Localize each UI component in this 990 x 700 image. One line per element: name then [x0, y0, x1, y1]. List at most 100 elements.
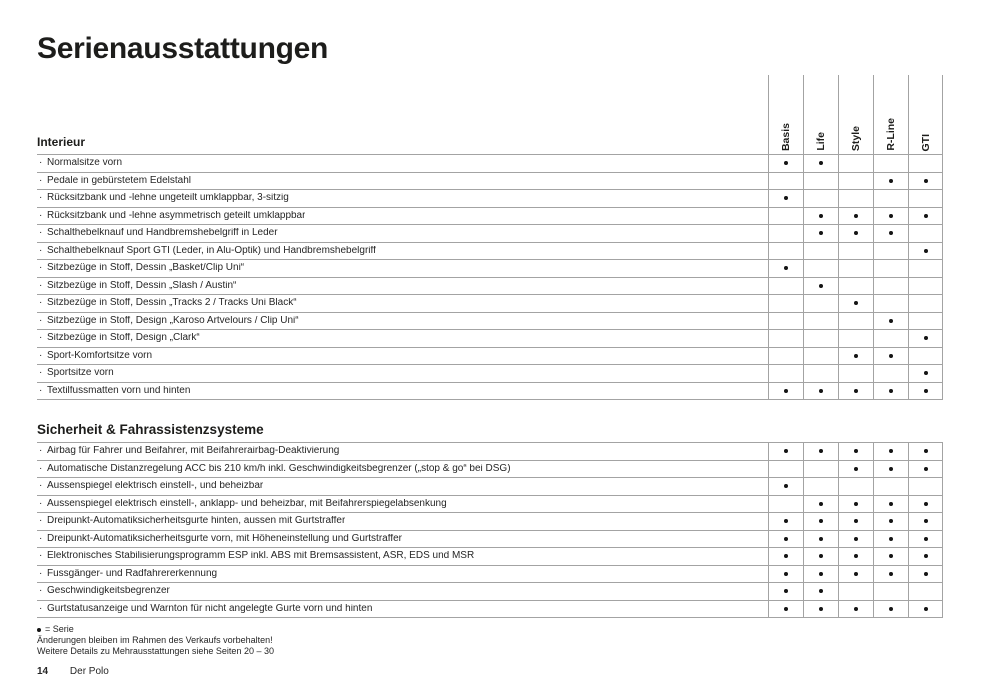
table-row: · Geschwindigkeitsbegrenzer	[37, 582, 943, 600]
section-heading: Interieur	[37, 135, 86, 149]
trim-cells	[768, 347, 943, 364]
trim-cells	[768, 277, 943, 294]
trim-cell-gti	[908, 548, 943, 565]
serie-dot-icon	[854, 536, 858, 541]
trim-cell-r-line	[873, 190, 908, 207]
trim-cells	[768, 495, 943, 512]
serie-dot-icon	[923, 178, 928, 183]
trim-cell-style	[838, 277, 873, 294]
serie-dot-icon	[819, 388, 823, 393]
trim-cell-gti	[908, 382, 943, 399]
trim-cell-style	[838, 190, 873, 207]
trim-cell-life	[803, 190, 838, 207]
trim-cell-gti	[908, 478, 943, 495]
trim-cell-gti	[908, 295, 943, 312]
section-heading: Sicherheit & Fahrassistenzsysteme	[37, 422, 264, 437]
trim-cell-gti	[908, 330, 943, 347]
trim-cell-style	[838, 443, 873, 460]
bullet-icon: ·	[39, 262, 43, 274]
serie-dot-icon	[854, 466, 858, 471]
feature-label: Dreipunkt-Automatiksicherheitsgurte hint…	[47, 516, 346, 527]
trim-cell-life	[803, 242, 838, 259]
feature-label: Gurtstatusanzeige und Warnton für nicht …	[47, 603, 373, 614]
trim-cells	[768, 155, 943, 172]
trim-cell-basis	[768, 583, 803, 600]
feature-labelwrap: · Sitzbezüge in Stoff, Dessin „Basket/Cli…	[37, 260, 768, 277]
trim-cell-r-line	[873, 207, 908, 224]
table-row: · Sportsitze vorn	[37, 364, 943, 382]
bullet-icon: ·	[39, 192, 43, 204]
trim-cell-life	[803, 295, 838, 312]
serie-dot-icon	[37, 627, 41, 632]
trim-cell-style	[838, 600, 873, 617]
serie-dot-icon	[784, 449, 788, 454]
trim-cell-r-line	[873, 443, 908, 460]
serie-dot-icon	[819, 606, 823, 611]
feature-label: Schalthebelknauf und Handbremshebelgriff…	[47, 228, 278, 239]
trim-cell-basis	[768, 260, 803, 277]
feature-labelwrap: · Fussgänger- und Radfahrererkennung	[37, 566, 768, 583]
trim-cell-basis	[768, 295, 803, 312]
legend: = Serie	[37, 624, 274, 635]
feature-label: Aussenspiegel elektrisch einstell-, ankl…	[47, 498, 447, 509]
trim-cell-r-line	[873, 347, 908, 364]
trim-cell-basis	[768, 548, 803, 565]
serie-dot-icon	[923, 466, 928, 471]
serie-dot-icon	[819, 449, 823, 454]
table-row: · Dreipunkt-Automatiksicherheitsgurte hin…	[37, 512, 943, 530]
trim-cell-life	[803, 277, 838, 294]
trim-header-cell-gti: GTI	[908, 75, 943, 155]
trim-cell-r-line	[873, 242, 908, 259]
feature-labelwrap: · Sitzbezüge in Stoff, Dessin „Slash / Au…	[37, 278, 768, 295]
feature-label: Dreipunkt-Automatiksicherheitsgurte vorn…	[47, 533, 402, 544]
trim-cells	[768, 382, 943, 399]
trim-cell-gti	[908, 190, 943, 207]
trim-cell-gti	[908, 347, 943, 364]
table-row: · Sitzbezüge in Stoff, Dessin „Slash / Au…	[37, 276, 943, 295]
trim-cell-style	[838, 460, 873, 477]
feature-labelwrap: · Dreipunkt-Automatiksicherheitsgurte hin…	[37, 513, 768, 530]
feature-labelwrap: · Rücksitzbank und -lehne asymmetrisch ge…	[37, 208, 768, 225]
feature-label: Sitzbezüge in Stoff, Dessin „Basket/Clip…	[47, 263, 245, 274]
feature-labelwrap: · Rücksitzbank und -lehne ungeteilt umkla…	[37, 190, 768, 207]
trim-cell-life	[803, 330, 838, 347]
feature-label: Airbag für Fahrer und Beifahrer, mit Bei…	[47, 446, 340, 457]
serie-dot-icon	[889, 449, 893, 454]
trim-cell-gti	[908, 495, 943, 512]
trim-cell-style	[838, 155, 873, 172]
trim-cell-life	[803, 548, 838, 565]
serie-dot-icon	[854, 213, 858, 218]
trim-cell-basis	[768, 478, 803, 495]
trim-cell-style	[838, 583, 873, 600]
bullet-icon: ·	[39, 602, 43, 614]
trim-cell-style	[838, 513, 873, 530]
trim-cell-style	[838, 565, 873, 582]
feature-labelwrap: · Pedale in gebürstetem Edelstahl	[37, 173, 768, 190]
section-sicherheit: Sicherheit & Fahrassistenzsysteme · Airba…	[37, 422, 943, 618]
feature-labelwrap: · Gurtstatusanzeige und Warnton für nicht…	[37, 601, 768, 618]
trim-cell-style	[838, 495, 873, 512]
bullet-icon: ·	[39, 314, 43, 326]
table-row: · Schalthebelknauf Sport GTI (Leder, in A…	[37, 241, 943, 260]
trim-cells	[768, 312, 943, 329]
feature-labelwrap: · Schalthebelknauf Sport GTI (Leder, in A…	[37, 243, 768, 260]
serie-dot-icon	[889, 571, 893, 576]
trim-cell-basis	[768, 242, 803, 259]
table-row: · Aussenspiegel elektrisch einstell-, und…	[37, 477, 943, 495]
table-row: · Textilfussmatten vorn und hinten	[37, 381, 943, 399]
trim-cell-life	[803, 600, 838, 617]
trim-cell-r-line	[873, 495, 908, 512]
section-interieur: Interieur · Normalsitze vorn · Pedale in ge…	[37, 135, 943, 400]
trim-cells	[768, 565, 943, 582]
serie-dot-icon	[854, 388, 858, 393]
table-row: · Sitzbezüge in Stoff, Design „Karoso Art…	[37, 311, 943, 329]
trim-cells	[768, 478, 943, 495]
serie-dot-icon	[889, 554, 893, 559]
serie-dot-icon	[923, 388, 928, 393]
trim-cells	[768, 260, 943, 277]
serie-dot-icon	[819, 554, 823, 559]
trim-cell-style	[838, 172, 873, 189]
trim-cells	[768, 225, 943, 242]
serie-dot-icon	[784, 519, 788, 524]
